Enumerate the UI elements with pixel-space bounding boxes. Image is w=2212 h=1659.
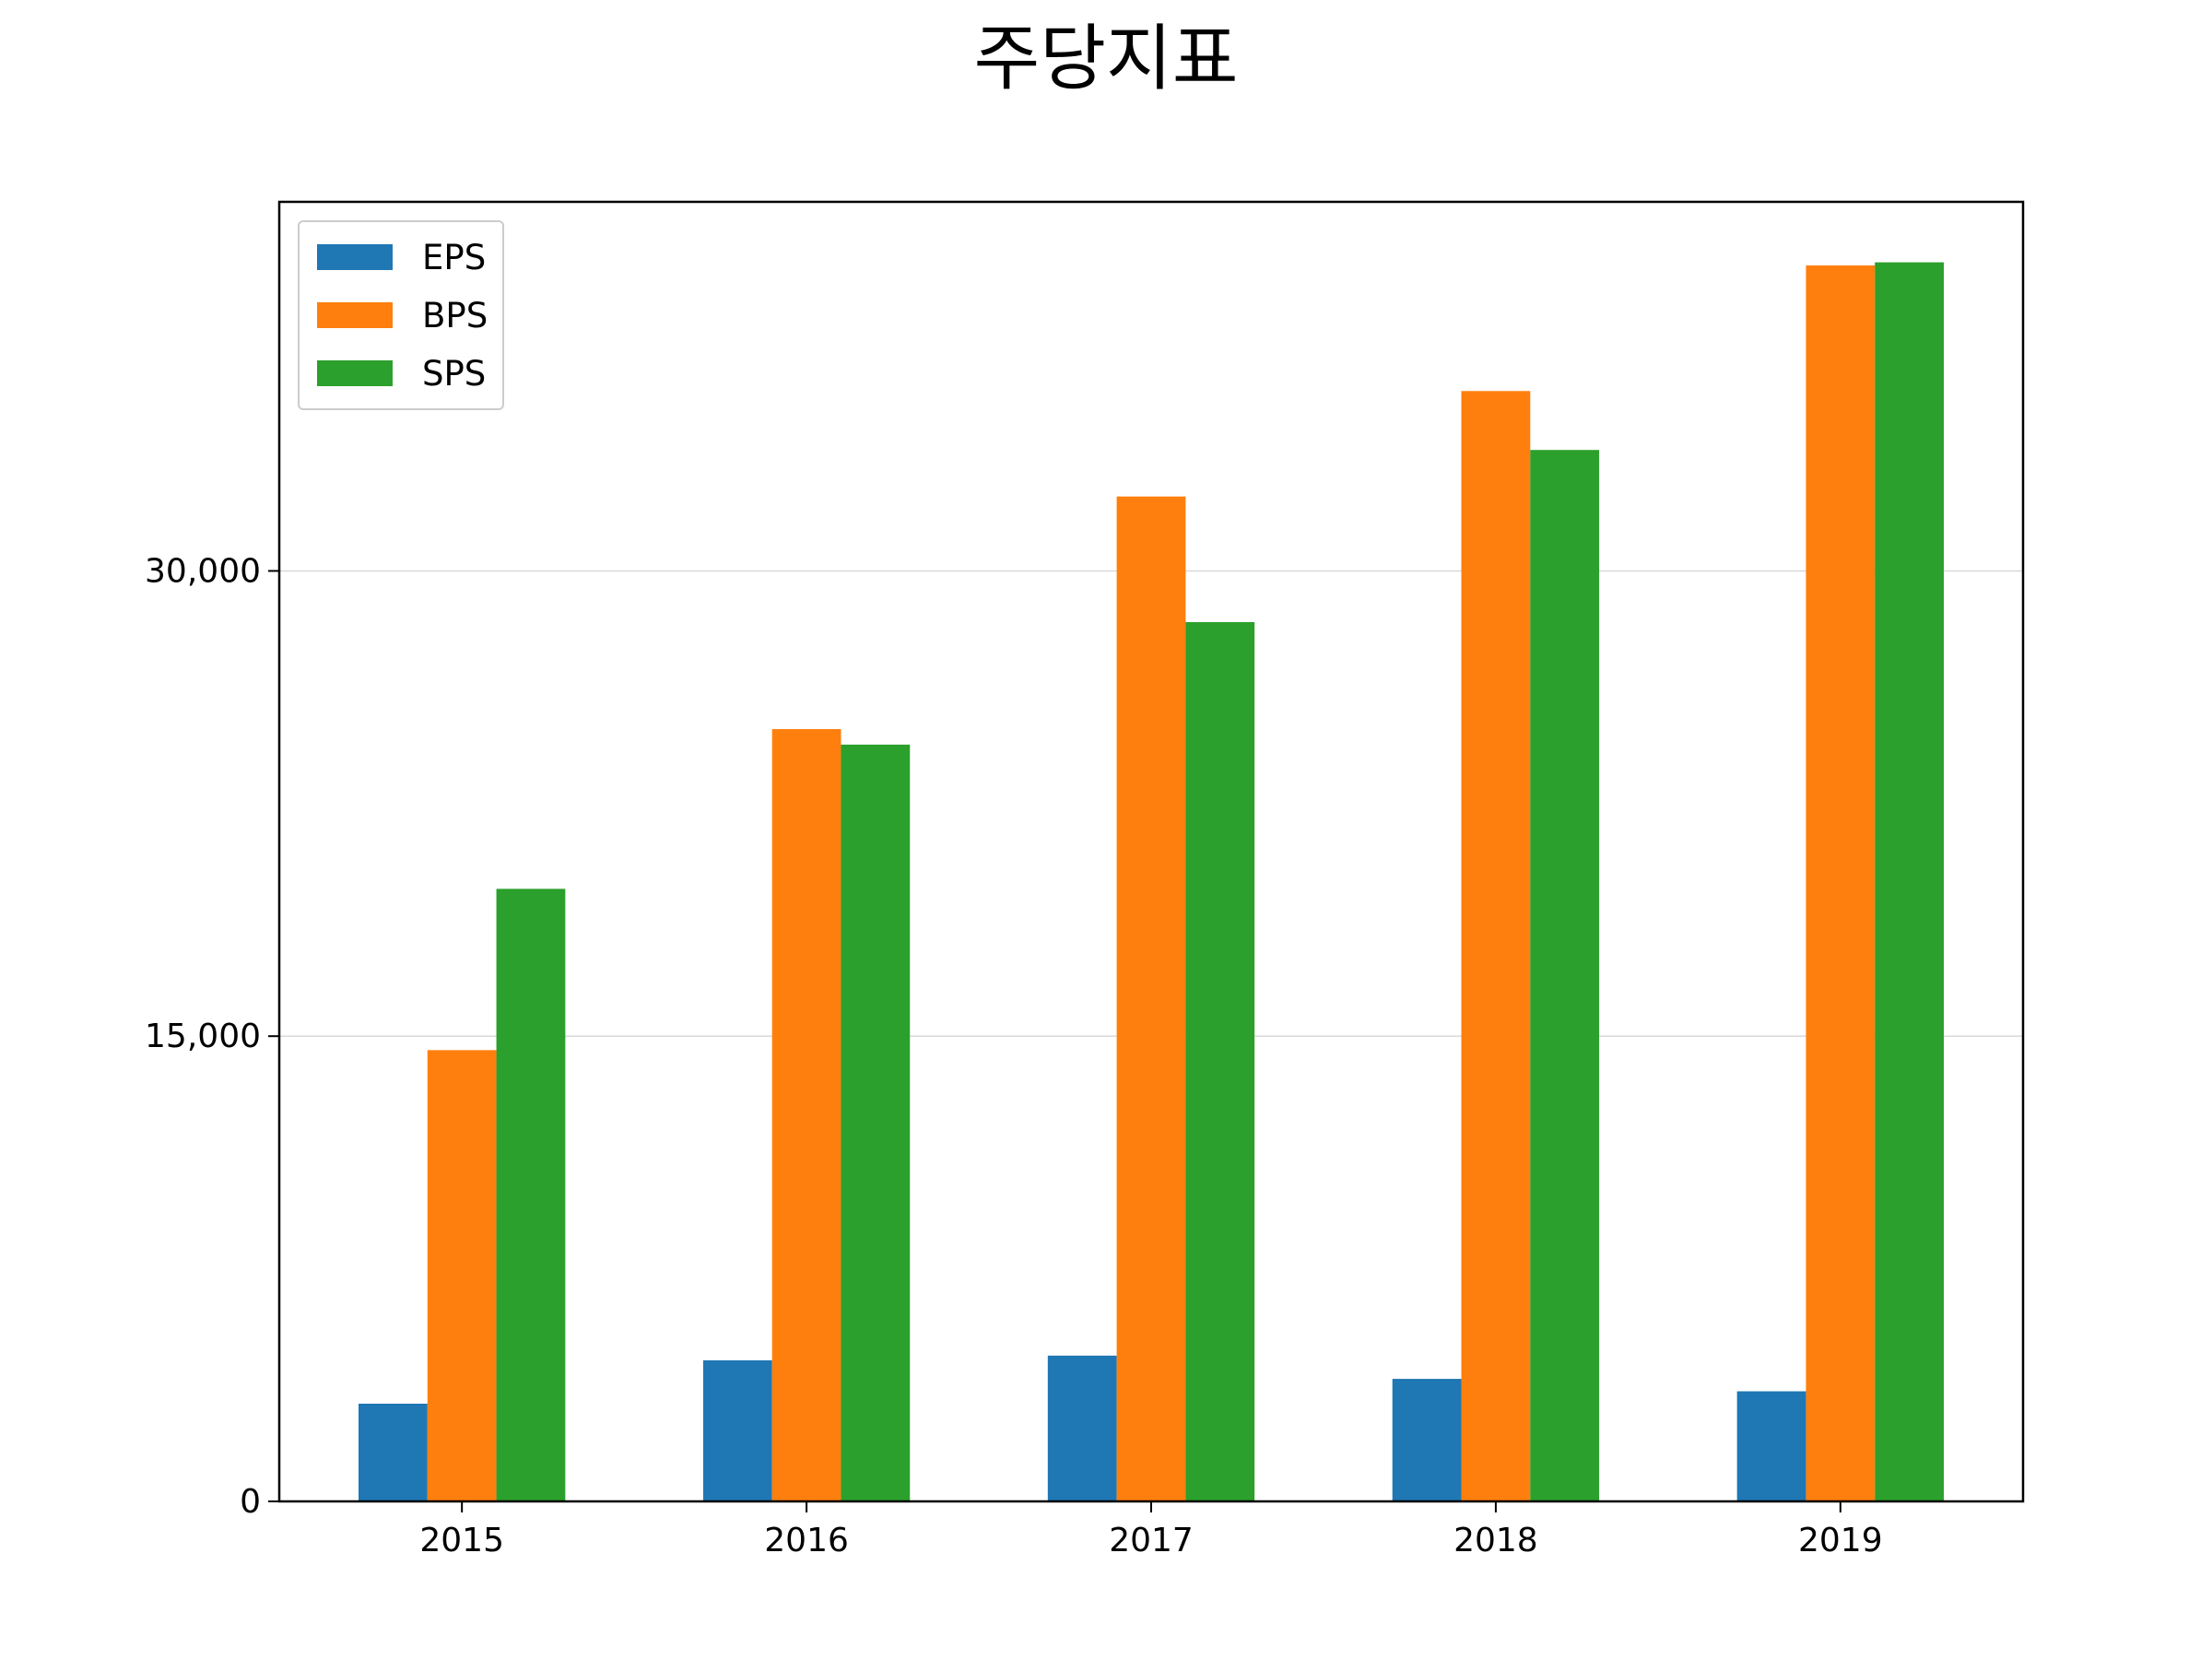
bar-bps-2016 <box>771 729 841 1501</box>
x-tick-label: 2018 <box>1453 1522 1538 1559</box>
bar-eps-2019 <box>1736 1391 1806 1501</box>
bar-bps-2018 <box>1461 391 1531 1502</box>
y-axis: 0 15,000 30,000 <box>145 552 279 1521</box>
x-tick-label: 2016 <box>764 1522 849 1559</box>
bar-sps-2017 <box>1185 621 1255 1501</box>
y-tick-label: 0 <box>240 1483 261 1521</box>
bar-sps-2018 <box>1530 450 1600 1501</box>
chart-title: 주당지표 <box>973 18 1238 100</box>
y-tick-label: 15,000 <box>145 1018 261 1055</box>
bars <box>359 262 1944 1502</box>
bar-eps-2015 <box>359 1403 428 1501</box>
bar-eps-2017 <box>1047 1355 1117 1501</box>
bar-sps-2016 <box>841 744 911 1501</box>
legend-swatch-sps <box>317 360 393 386</box>
bar-bps-2015 <box>427 1050 497 1501</box>
bar-sps-2015 <box>496 888 566 1501</box>
x-tick-label: 2019 <box>1798 1522 1883 1559</box>
legend-swatch-eps <box>317 244 393 270</box>
bar-sps-2019 <box>1875 262 1944 1502</box>
x-tick-label: 2015 <box>419 1522 504 1559</box>
bar-eps-2016 <box>702 1359 772 1501</box>
bar-bps-2017 <box>1116 496 1186 1502</box>
legend: EPS BPS SPS <box>298 220 504 410</box>
legend-swatch-bps <box>317 302 393 328</box>
x-axis: 2015 2016 2017 2018 2019 <box>419 1501 1883 1559</box>
bar-eps-2018 <box>1392 1379 1462 1501</box>
x-tick-label: 2017 <box>1109 1522 1194 1559</box>
y-tick-label: 30,000 <box>145 552 261 590</box>
legend-label-bps: BPS <box>422 296 488 335</box>
bar-bps-2019 <box>1806 265 1876 1501</box>
legend-label-sps: SPS <box>422 354 486 394</box>
legend-label-eps: EPS <box>422 238 486 277</box>
